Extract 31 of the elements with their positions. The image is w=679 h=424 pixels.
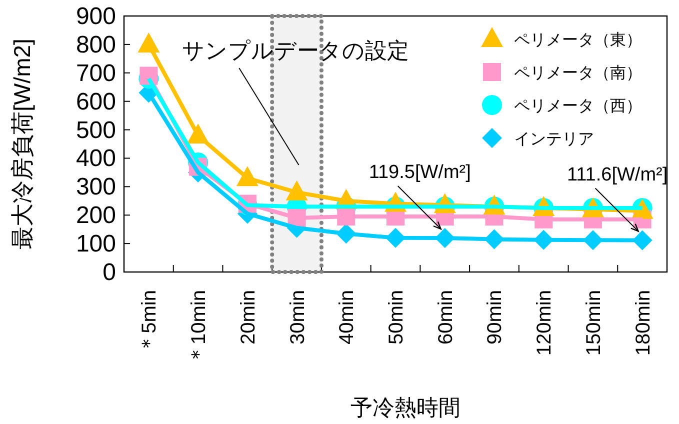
y-tick-label: 600: [76, 88, 116, 116]
x-tick-label: ＊10min: [188, 290, 210, 364]
y-axis-title: 最大冷房負荷[W/m2]: [9, 38, 35, 250]
annotation: 111.6[W/m²]: [567, 164, 668, 232]
y-tick-label: 700: [76, 60, 116, 87]
band-label: サンプルデータの設定: [182, 38, 410, 63]
x-tick-label: 20min: [237, 290, 260, 344]
x-tick-label: 150min: [582, 290, 605, 356]
legend-label: ペリメータ（西）: [514, 98, 642, 115]
x-tick-label: 180min: [632, 290, 654, 356]
y-tick-label: 800: [76, 31, 116, 58]
x-tick-label: 60min: [434, 290, 457, 344]
legend-label: インテリア: [514, 131, 594, 148]
y-tick-label: 200: [76, 202, 116, 230]
y-tick-label: 400: [76, 145, 116, 172]
x-tick-label: 30min: [286, 290, 309, 344]
x-tick-label: 90min: [484, 290, 506, 344]
legend-label: ペリメータ（南）: [514, 64, 642, 82]
y-tick-label: 0: [102, 259, 116, 286]
x-tick-label: 120min: [534, 290, 556, 356]
legend-label: ペリメータ（東）: [514, 31, 642, 49]
x-tick-label: 50min: [386, 290, 408, 344]
x-tick-label: ＊5min: [138, 290, 161, 354]
y-tick-label: 100: [76, 230, 116, 258]
x-axis-title: 予冷熱時間: [350, 395, 460, 420]
y-tick-label: 300: [76, 174, 116, 201]
y-tick-label: 500: [76, 116, 116, 144]
annotation: 119.5[W/m²]: [368, 162, 471, 184]
annotation: 111.6[W/m²]: [566, 164, 668, 186]
x-tick-label: 40min: [336, 290, 358, 344]
y-tick-label: 900: [76, 3, 116, 30]
